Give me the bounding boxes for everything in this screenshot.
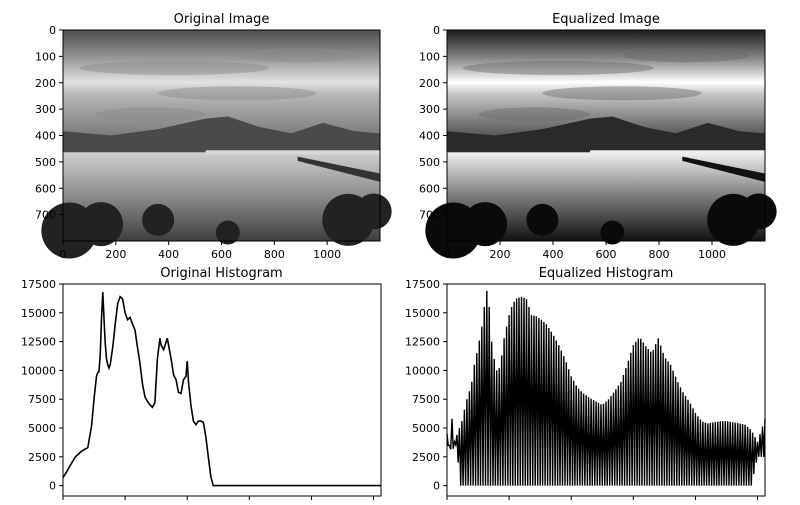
y-tick-label: 7500: [412, 393, 440, 406]
y-tick-label: 0: [433, 24, 440, 37]
y-tick-label: 400: [35, 130, 56, 143]
subplot-equalized-histogram: Equalized Histogram 0 2500 5000 7500 10000 12…: [405, 266, 766, 500]
foliage: [355, 193, 392, 230]
y-tick-label: 12500: [405, 336, 440, 349]
y-tick-label: 15000: [405, 307, 440, 320]
y-tick-label: 5000: [28, 422, 56, 435]
y-tick-label: 0: [49, 480, 56, 493]
x-tick-label: 800: [649, 248, 670, 261]
y-tick-label: 700: [35, 209, 56, 222]
shoreline: [590, 150, 765, 155]
y-axis: 0 100 200 300 400 500 600 700: [35, 24, 63, 222]
x-tick-label: 0: [60, 248, 67, 261]
x-tick-label: 600: [596, 248, 617, 261]
y-tick-label: 300: [35, 103, 56, 116]
histogram-line-original: [62, 292, 381, 487]
y-tick-label: 7500: [28, 393, 56, 406]
y-tick-label: 5000: [412, 422, 440, 435]
y-axis: 0 100 200 300 400 500 600 700: [419, 24, 447, 222]
cloud: [158, 86, 317, 101]
y-tick-label: 0: [49, 24, 56, 37]
y-tick-label: 500: [419, 156, 440, 169]
cloud: [621, 48, 750, 63]
y-tick-label: 600: [419, 182, 440, 195]
image-original: [41, 30, 392, 259]
subplot-title: Equalized Image: [552, 12, 660, 27]
y-axis: 0 2500 5000 7500 10000 12500 15000 17500: [405, 278, 447, 493]
axes-frame: [446, 283, 766, 497]
y-tick-label: 12500: [21, 336, 56, 349]
x-axis: [446, 496, 759, 500]
x-axis: 0 200 400 600 800 1000: [444, 241, 726, 261]
x-tick-label: 600: [211, 248, 232, 261]
y-tick-label: 700: [419, 209, 440, 222]
cloud: [237, 48, 365, 63]
foliage: [463, 202, 508, 247]
foliage: [79, 202, 124, 247]
histogram-line-equalized: [446, 290, 766, 486]
x-tick-label: 1000: [313, 248, 341, 261]
y-tick-label: 200: [419, 77, 440, 90]
y-tick-label: 500: [35, 156, 56, 169]
x-axis: 0 200 400 600 800 1000: [60, 241, 341, 261]
foliage: [740, 193, 777, 230]
y-tick-label: 10000: [21, 364, 56, 377]
y-tick-label: 600: [35, 182, 56, 195]
y-tick-label: 200: [35, 77, 56, 90]
x-tick-label: 400: [158, 248, 179, 261]
foliage: [215, 220, 240, 245]
mountains: [63, 116, 380, 153]
x-axis: [62, 496, 375, 500]
x-tick-label: 0: [444, 248, 451, 261]
image-equalized: [425, 30, 777, 259]
x-tick-label: 200: [105, 248, 126, 261]
subplot-title: Equalized Histogram: [539, 266, 674, 281]
subplot-original-histogram: Original Histogram 0 2500 5000 7500 10000 125…: [21, 266, 382, 500]
y-tick-label: 100: [419, 50, 440, 63]
cloud: [462, 60, 654, 75]
y-tick-label: 2500: [412, 451, 440, 464]
pier: [682, 156, 765, 182]
x-tick-label: 800: [264, 248, 285, 261]
y-tick-label: 400: [419, 130, 440, 143]
y-tick-label: 17500: [405, 278, 440, 291]
y-axis: 0 2500 5000 7500 10000 12500 15000 17500: [21, 278, 63, 493]
y-tick-label: 15000: [21, 307, 56, 320]
foliage: [142, 203, 175, 236]
x-tick-label: 1000: [698, 248, 726, 261]
y-tick-label: 300: [419, 103, 440, 116]
x-tick-label: 400: [543, 248, 564, 261]
shoreline: [205, 150, 380, 155]
y-tick-label: 10000: [405, 364, 440, 377]
y-tick-label: 100: [35, 50, 56, 63]
subplot-title: Original Histogram: [160, 266, 282, 281]
y-tick-label: 17500: [21, 278, 56, 291]
pier: [297, 156, 380, 182]
y-tick-label: 0: [433, 480, 440, 493]
foliage: [526, 203, 559, 236]
cloud: [78, 60, 270, 75]
axes-frame: [62, 283, 382, 497]
mountains: [447, 116, 765, 153]
cloud: [94, 107, 206, 122]
cloud: [478, 107, 591, 122]
subplot-original-image: Original Image 0 200 400 600 800 1000 0 100 200…: [35, 12, 392, 261]
subplot-equalized-image: Equalized Image 0 200 400 600 800 1000 0 100 20…: [419, 12, 777, 261]
foliage: [600, 220, 625, 245]
cloud: [542, 86, 702, 101]
x-tick-label: 200: [490, 248, 511, 261]
y-tick-label: 2500: [28, 451, 56, 464]
subplot-title: Original Image: [174, 12, 270, 27]
